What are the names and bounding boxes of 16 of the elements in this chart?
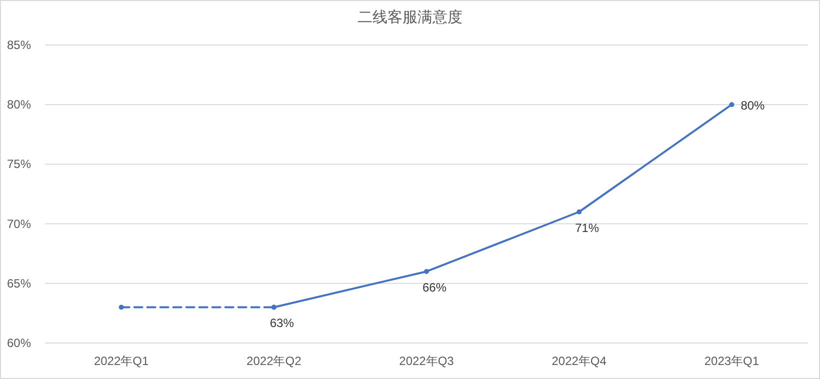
- x-tick-label: 2022年Q2: [246, 354, 302, 368]
- data-label: 80%: [740, 98, 766, 113]
- y-tick-label: 65%: [6, 276, 32, 290]
- data-label: 66%: [422, 280, 447, 294]
- x-tick-label: 2022年Q3: [399, 354, 454, 368]
- x-tick-label: 2023年Q1: [704, 354, 760, 368]
- chart-title: 二线客服满意度: [358, 9, 462, 26]
- data-label: 63%: [270, 316, 294, 330]
- y-tick-label: 85%: [6, 38, 32, 52]
- x-tick-label: 2022年Q4: [552, 354, 607, 368]
- y-tick-label: 80%: [6, 98, 32, 112]
- y-tick-label: 70%: [6, 216, 32, 231]
- y-tick-label: 75%: [6, 157, 32, 172]
- x-tick-label: 2022年Q1: [94, 354, 149, 368]
- data-label: 71%: [575, 220, 600, 235]
- y-tick-label: 60%: [6, 336, 32, 350]
